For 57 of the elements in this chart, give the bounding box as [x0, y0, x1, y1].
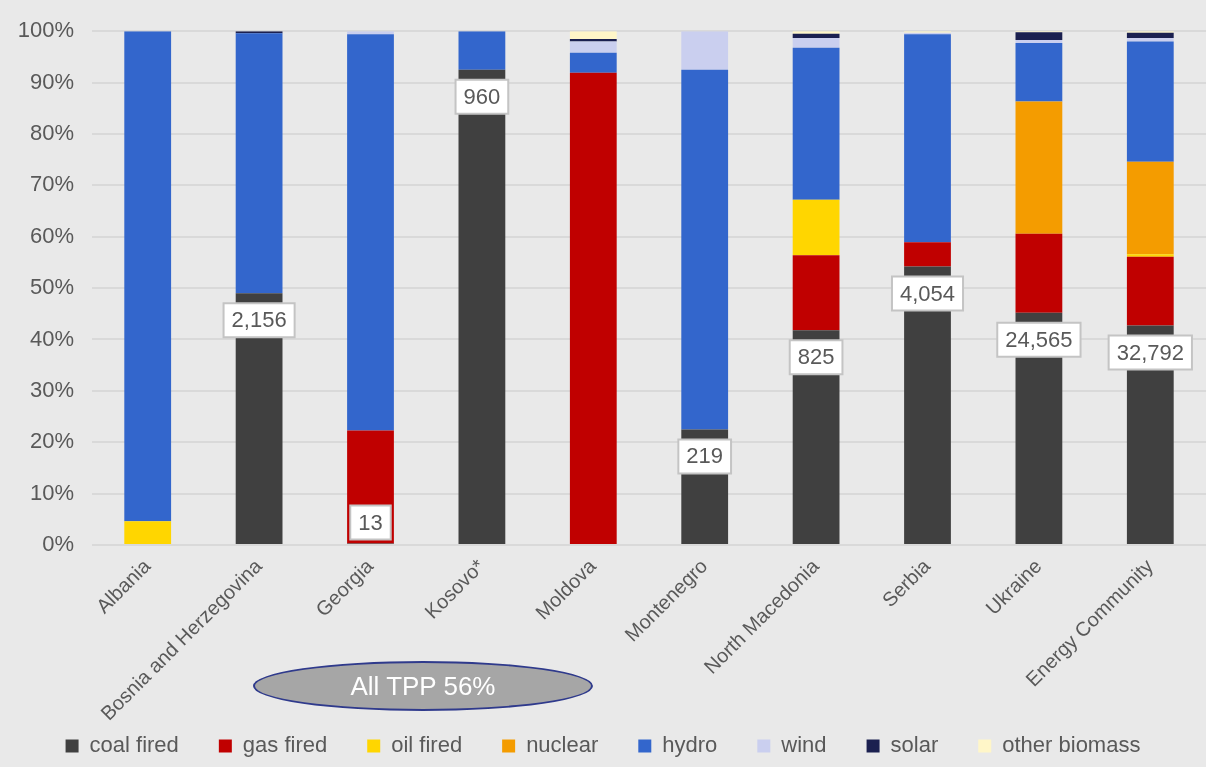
- y-tick-label: 50%: [29, 274, 74, 300]
- bar: [1126, 41, 1174, 162]
- bar: [1126, 256, 1174, 326]
- bar: [1015, 43, 1063, 102]
- bar: [458, 69, 506, 544]
- y-tick-label: 30%: [29, 376, 74, 402]
- bar: [569, 52, 617, 73]
- bar: [792, 255, 840, 331]
- bar: [1015, 101, 1063, 234]
- y-tick-label: 0%: [42, 531, 74, 557]
- legend-label: other biomass: [1002, 732, 1141, 758]
- bar: [792, 47, 840, 200]
- legend-label: wind: [780, 732, 827, 758]
- annotation: 960: [463, 83, 501, 109]
- bar: [681, 69, 729, 430]
- bar: [124, 31, 172, 522]
- annotation: 825: [797, 344, 835, 370]
- legend-label: solar: [890, 732, 939, 758]
- y-tick-label: 100%: [17, 17, 74, 43]
- annotation: 13: [358, 509, 383, 535]
- bar: [458, 31, 506, 70]
- bar: [347, 34, 394, 431]
- bar: [681, 31, 729, 70]
- legend-label: gas fired: [242, 732, 328, 758]
- bar: [1015, 39, 1063, 44]
- bar: [569, 31, 617, 39]
- bar: [1015, 233, 1063, 313]
- bar: [792, 37, 840, 48]
- legend-label: hydro: [662, 732, 718, 758]
- bar: [1126, 32, 1174, 38]
- bar: [569, 72, 617, 544]
- bar: [569, 41, 617, 53]
- text: All TPP 56%: [350, 671, 496, 701]
- bar: [1126, 161, 1174, 255]
- y-tick-label: 80%: [29, 120, 74, 146]
- y-tick-label: 20%: [29, 428, 74, 454]
- bar: [1126, 254, 1174, 257]
- annotation: 32,792: [1116, 339, 1184, 365]
- bar: [1015, 32, 1063, 40]
- annotation: 24,565: [1005, 326, 1073, 352]
- bar: [904, 242, 951, 267]
- bar: [904, 34, 951, 243]
- y-tick-label: 60%: [29, 222, 74, 248]
- legend-label: coal fired: [89, 732, 179, 758]
- y-tick-label: 90%: [29, 68, 74, 94]
- y-tick-label: 40%: [29, 325, 74, 351]
- bar: [124, 521, 172, 544]
- legend-label: oil fired: [391, 732, 463, 758]
- legend-label: nuclear: [526, 732, 599, 758]
- bar: [792, 199, 840, 256]
- bar: [235, 33, 283, 294]
- bar: [792, 33, 840, 38]
- y-tick-label: 10%: [29, 479, 74, 505]
- annotation: 2,156: [231, 307, 287, 333]
- annotation: 4,054: [899, 280, 956, 306]
- y-tick-label: 70%: [29, 171, 74, 197]
- annotation: 219: [686, 443, 724, 469]
